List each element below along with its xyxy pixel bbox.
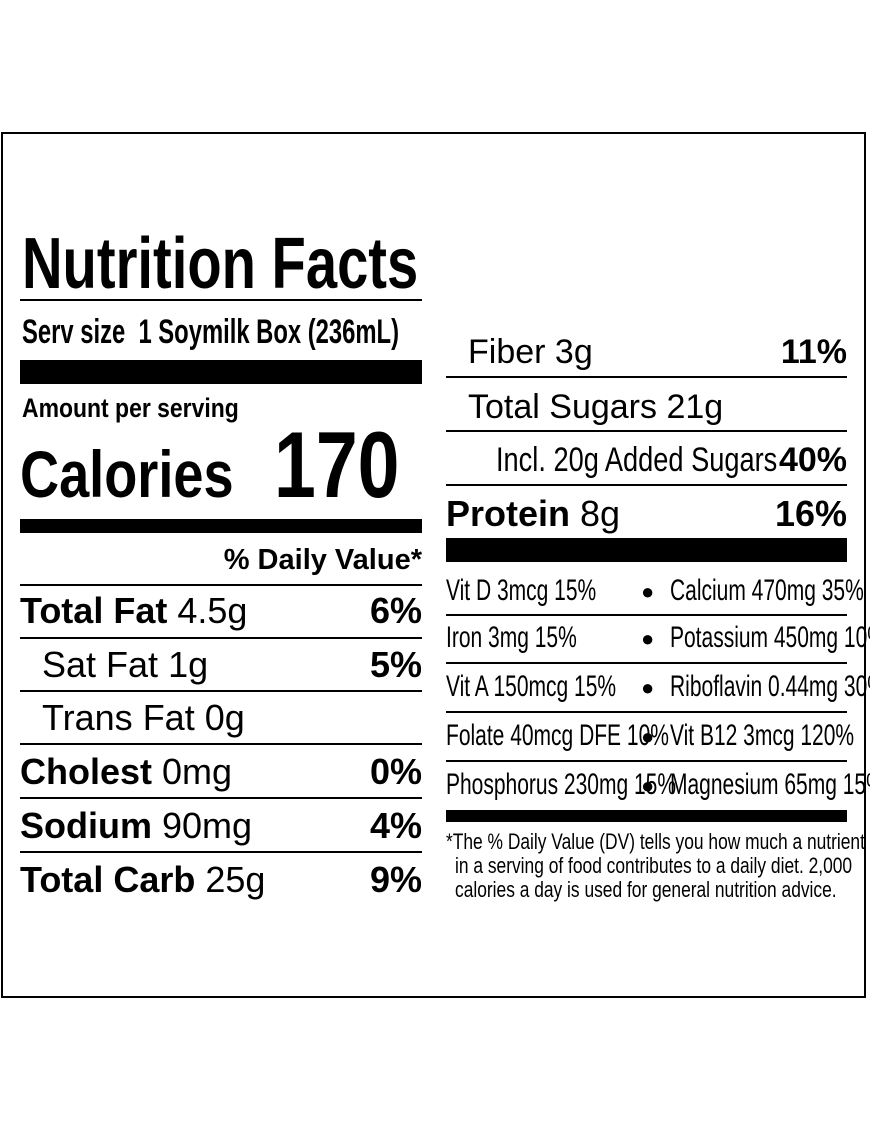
dv-cholest: 0% [369,751,422,792]
vitamin-right-4: Magnesium 65mg 15% [670,768,870,801]
divider-thin [446,376,847,378]
divider-thin [20,637,422,639]
calories-label: Calories [20,437,234,511]
nutrient-row-total-carb: Total Carb 25g [20,859,266,900]
divider-thin [20,743,422,745]
footnote-line-3: calories a day is used for general nutri… [455,877,837,902]
footnote-line-2: in a serving of food contributes to a da… [455,853,853,878]
calories-value: 170 [274,412,400,517]
vitamin-right-1: Potassium 450mg 10% [670,621,870,654]
divider-thin [20,690,422,692]
divider-thin [446,484,847,486]
divider-thin [446,760,847,762]
footnote-line-1: *The % Daily Value (DV) tells you how mu… [446,829,865,854]
divider-thin [20,299,422,301]
vitamin-right-2: Riboflavin 0.44mg 30% [670,670,870,703]
bullet-icon: ● [641,626,655,651]
dv-sat-fat: 5% [369,644,422,685]
dv-sodium: 4% [369,805,422,846]
dv-fiber: 11% [780,333,847,371]
serving-size-label: Serv size [22,313,126,351]
bullet-icon: ● [641,773,655,798]
divider-thick [446,538,847,562]
vitamin-left-3: Folate 40mcg DFE 10% [446,719,669,752]
nutrient-row-protein: Protein 8g [446,493,621,534]
divider-thick [20,360,422,384]
serving-size-value: 1 Soymilk Box (236mL) [138,313,400,351]
vitamin-left-1: Iron 3mg 15% [446,621,577,654]
vitamin-right-3: Vit B12 3mcg 120% [670,719,855,752]
label-title: Nutrition Facts [22,228,530,300]
divider-medium [20,519,422,533]
vitamin-left-4: Phosphorus 230mg 15% [446,768,676,801]
divider-thin [446,430,847,432]
dv-added-sugars: 40% [778,441,847,479]
divider-thin [446,662,847,664]
nutrient-row-fiber: Fiber 3g [468,333,593,371]
title-text: Nutrition Facts [22,224,419,304]
bullet-icon: ● [641,579,655,604]
dv-total-carb: 9% [369,859,422,900]
vitamin-left-2: Vit A 150mcg 15% [446,670,617,703]
nutrient-row-added-sugars: Incl. 20g Added Sugars [496,441,778,479]
nutrient-row-total-fat: Total Fat 4.5g [20,590,248,631]
dv-protein: 16% [774,493,847,534]
dv-total-fat: 6% [369,590,422,631]
bullet-icon: ● [641,724,655,749]
divider-medium [446,810,847,822]
divider-thin [20,851,422,853]
nutrient-row-cholest: Cholest 0mg [20,751,233,792]
nutrient-row-trans-fat: Trans Fat 0g [42,697,245,738]
divider-thin [446,711,847,713]
nutrient-row-sat-fat: Sat Fat 1g [42,644,209,685]
bullet-icon: ● [641,675,655,700]
divider-thin [446,614,847,616]
divider-thin [20,584,422,586]
nutrient-row-sodium: Sodium 90mg [20,805,253,846]
vitamin-left-0: Vit D 3mcg 15% [446,574,597,607]
serving-size: Serv size 1 Soymilk Box (236mL) [22,315,561,349]
daily-value-header: % Daily Value* [223,544,422,576]
divider-thin [20,797,422,799]
nutrient-row-total-sugars: Total Sugars 21g [468,388,724,426]
amount-per-serving: Amount per serving [22,393,239,423]
vitamin-right-0: Calcium 470mg 35% [670,574,864,607]
label-frame [1,132,866,998]
